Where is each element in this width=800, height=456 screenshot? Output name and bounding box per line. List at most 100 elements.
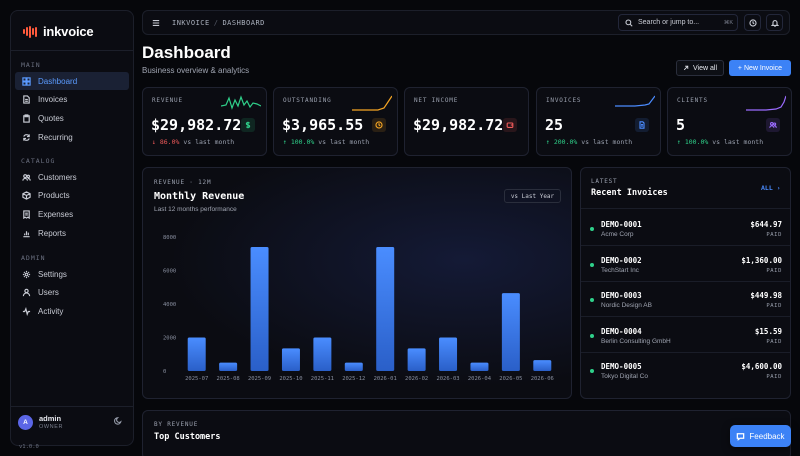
invoice-row[interactable]: DEMO-0002 TechStart Inc $1,360.00 PAID: [581, 246, 790, 282]
view-all-button[interactable]: View all: [676, 60, 724, 76]
sidebar-divider: [11, 406, 133, 407]
bar-2026-03[interactable]: [439, 337, 458, 372]
stat-card-revenue[interactable]: REVENUE $29,982.72 ↓ 86.0% vs last month: [142, 87, 267, 156]
breadcrumb-root[interactable]: INKVOICE: [172, 19, 210, 27]
invoice-row[interactable]: DEMO-0005 Tokyo Digital Co $4,600.00 PAID: [581, 352, 790, 388]
invoice-id: DEMO-0002: [601, 255, 642, 265]
x-tick-label: 2026-01: [374, 376, 397, 382]
bar-2025-09[interactable]: [250, 247, 269, 371]
stat-icon-badge: [372, 118, 386, 132]
invoice-client: TechStart Inc: [601, 266, 639, 274]
sidebar-item-label: Reports: [38, 228, 67, 238]
receipt-icon: [22, 210, 30, 219]
y-tick-label: 8000: [163, 235, 176, 241]
invoice-row[interactable]: DEMO-0001 Acme Corp $644.97 PAID: [581, 210, 790, 246]
invoices-title: Recent Invoices: [591, 188, 668, 198]
stat-card-clients[interactable]: CLIENTS 5 ↑ 100.0% vs last month: [667, 87, 792, 156]
stat-change-value: 100.0%: [684, 138, 709, 146]
sidebar-item-label: Recurring: [38, 132, 73, 142]
bar-2026-05[interactable]: [501, 293, 520, 371]
search-input[interactable]: Search or jump to... ⌘K: [618, 14, 738, 31]
stat-card-outstanding[interactable]: OUTSTANDING $3,965.55 ↑ 100.0% vs last mon…: [273, 87, 398, 156]
stat-label: OUTSTANDING: [283, 97, 332, 104]
sparkline: [615, 95, 655, 107]
bar-2026-02[interactable]: [407, 348, 426, 371]
brand[interactable]: inkvoice: [23, 24, 94, 39]
user-role: OWNER: [39, 424, 64, 430]
stat-change: ↑ 200.0% vs last month: [546, 138, 632, 146]
invoice-amount: $644.97: [750, 220, 782, 229]
avatar: A: [18, 414, 33, 430]
sidebar-item-reports[interactable]: Reports: [15, 224, 129, 242]
customers-title: Top Customers: [154, 432, 221, 442]
sidebar-item-label: Users: [38, 288, 59, 298]
status-badge: PAID: [766, 232, 782, 238]
sidebar-item-products[interactable]: Products: [15, 187, 129, 205]
sidebar-item-invoices[interactable]: Invoices: [15, 91, 129, 109]
notifications-button[interactable]: [766, 14, 783, 31]
sidebar-item-label: Dashboard: [38, 76, 78, 86]
sidebar-item-label: Invoices: [38, 95, 68, 105]
users-icon: [21, 173, 31, 181]
search-placeholder: Search or jump to...: [638, 19, 700, 26]
x-tick-label: 2025-08: [217, 376, 240, 382]
x-tick-label: 2026-05: [499, 376, 522, 382]
bar-2025-12[interactable]: [344, 362, 363, 371]
stat-change: ↓ 86.0% vs last month: [152, 138, 234, 146]
sidebar-item-quotes[interactable]: Quotes: [15, 109, 129, 127]
activity-icon: [22, 306, 30, 316]
moon-icon[interactable]: [114, 416, 126, 428]
invoice-row[interactable]: DEMO-0003 Nordic Design AB $449.98 PAID: [581, 281, 790, 317]
status-badge: PAID: [766, 338, 782, 345]
stat-change-suffix: vs last month: [712, 138, 764, 146]
sidebar-section-label: MAIN: [21, 61, 41, 69]
status-dot: [590, 227, 594, 231]
sidebar-item-customers[interactable]: Customers: [15, 168, 129, 186]
sidebar-item-recurring[interactable]: Recurring: [15, 128, 129, 146]
invoices-eyebrow: LATEST: [591, 178, 618, 185]
status-badge: PAID: [766, 374, 782, 380]
bar-2026-01[interactable]: [376, 247, 395, 371]
y-tick-label: 2000: [163, 336, 176, 342]
status-dot: [590, 298, 594, 302]
wallet-icon: [506, 122, 514, 128]
stat-value: 25: [545, 116, 564, 134]
history-button[interactable]: [744, 14, 761, 31]
bar-2025-10[interactable]: [281, 348, 300, 371]
bar-2025-11[interactable]: [313, 337, 332, 372]
stat-card-net-income[interactable]: NET INCOME $29,982.72: [404, 87, 529, 156]
feedback-button[interactable]: Feedback: [730, 425, 791, 447]
sidebar-section-label: ADMIN: [21, 254, 46, 262]
search-icon: [625, 18, 633, 27]
sidebar-item-expenses[interactable]: Expenses: [15, 205, 129, 223]
invoice-row[interactable]: DEMO-0004 Berlin Consulting GmbH $15.59 PAI…: [581, 317, 790, 353]
user-name: admin: [39, 414, 62, 423]
sidebar-item-settings[interactable]: Settings: [15, 265, 129, 283]
compare-toggle[interactable]: vs Last Year: [504, 189, 561, 203]
x-tick-label: 2026-04: [468, 376, 492, 382]
stat-change-suffix: vs last month: [581, 138, 633, 146]
bar-2026-06[interactable]: [533, 360, 552, 371]
sidebar-item-label: Settings: [38, 269, 67, 279]
stat-change-arrow: ↑: [677, 138, 685, 146]
users-icon: [769, 121, 777, 128]
sparkline: [221, 95, 261, 110]
sidebar-item-dashboard[interactable]: Dashboard: [15, 72, 129, 90]
clock-icon: [375, 121, 383, 129]
invoice-id: DEMO-0003: [601, 291, 642, 300]
stat-value: $29,982.72: [413, 116, 504, 134]
stat-card-invoices[interactable]: INVOICES 25 ↑ 200.0% vs last month: [536, 87, 661, 156]
stat-change-suffix: vs last month: [183, 138, 235, 146]
new-invoice-button[interactable]: + New Invoice: [729, 60, 791, 76]
menu-icon[interactable]: [152, 18, 161, 27]
sidebar-item-activity[interactable]: Activity: [15, 302, 129, 320]
bar-2025-07[interactable]: [187, 337, 206, 372]
view-all-label: View all: [693, 64, 717, 72]
user-profile[interactable]: A admin OWNER: [18, 414, 63, 430]
invoices-divider: [581, 208, 790, 209]
bar-2025-08[interactable]: [219, 362, 238, 371]
all-invoices-link[interactable]: ALL ›: [761, 184, 781, 192]
sidebar-item-users[interactable]: Users: [15, 284, 129, 302]
top-customers-card: BY REVENUE Top Customers: [142, 410, 791, 456]
bar-2026-04[interactable]: [470, 362, 489, 371]
